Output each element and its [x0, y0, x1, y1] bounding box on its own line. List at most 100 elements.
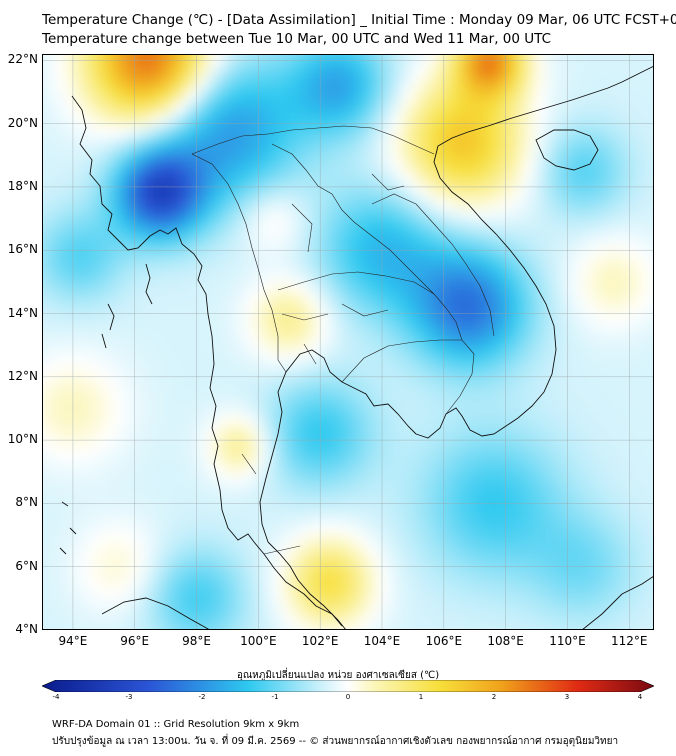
field-cell	[630, 78, 643, 91]
field-cell	[186, 498, 199, 511]
field-cell	[270, 318, 283, 331]
field-cell	[426, 258, 439, 271]
field-cell	[90, 546, 103, 559]
field-cell	[390, 474, 403, 487]
field-cell	[258, 390, 271, 403]
field-cell	[342, 234, 355, 247]
field-cell	[294, 510, 307, 523]
field-cell	[342, 114, 355, 127]
field-cell	[270, 594, 283, 607]
field-cell	[354, 402, 367, 415]
field-cell	[474, 606, 487, 619]
field-cell	[246, 438, 259, 451]
field-cell	[222, 90, 235, 103]
field-cell	[246, 186, 259, 199]
field-cell	[90, 162, 103, 175]
field-cell	[42, 246, 55, 259]
field-cell	[294, 522, 307, 535]
field-cell	[414, 174, 427, 187]
field-cell	[414, 78, 427, 91]
field-cell	[642, 186, 654, 199]
field-cell	[474, 534, 487, 547]
field-cell	[582, 270, 595, 283]
field-cell	[546, 138, 559, 151]
field-cell	[642, 282, 654, 295]
field-cell	[330, 462, 343, 475]
field-cell	[282, 462, 295, 475]
field-cell	[150, 222, 163, 235]
field-cell	[606, 198, 619, 211]
field-cell	[150, 150, 163, 163]
field-cell	[318, 66, 331, 79]
field-cell	[366, 354, 379, 367]
temperature-change-map[interactable]	[42, 54, 654, 630]
field-cell	[618, 126, 631, 139]
field-cell	[138, 606, 151, 619]
field-cell	[402, 210, 415, 223]
field-cell	[342, 198, 355, 211]
field-cell	[294, 282, 307, 295]
field-cell	[330, 414, 343, 427]
field-cell	[498, 150, 511, 163]
field-cell	[198, 546, 211, 559]
field-cell	[246, 78, 259, 91]
field-cell	[138, 498, 151, 511]
field-cell	[102, 354, 115, 367]
field-cell	[642, 414, 654, 427]
field-cell	[630, 366, 643, 379]
field-cell	[234, 606, 247, 619]
field-cell	[150, 306, 163, 319]
field-cell	[306, 102, 319, 115]
field-cell	[390, 426, 403, 439]
field-cell	[90, 258, 103, 271]
field-cell	[522, 234, 535, 247]
field-cell	[162, 486, 175, 499]
field-cell	[306, 474, 319, 487]
field-cell	[558, 474, 571, 487]
field-cell	[498, 402, 511, 415]
field-cell	[258, 522, 271, 535]
field-cell	[450, 510, 463, 523]
field-cell	[474, 570, 487, 583]
field-cell	[402, 438, 415, 451]
field-cell	[510, 234, 523, 247]
field-cell	[546, 114, 559, 127]
field-cell	[342, 78, 355, 91]
field-cell	[522, 594, 535, 607]
field-cell	[462, 450, 475, 463]
field-cell	[510, 522, 523, 535]
field-cell	[258, 186, 271, 199]
field-cell	[306, 186, 319, 199]
field-cell	[150, 582, 163, 595]
field-cell	[198, 474, 211, 487]
field-cell	[162, 66, 175, 79]
field-cell	[282, 354, 295, 367]
lon-label: 96°E	[120, 634, 150, 648]
field-cell	[402, 270, 415, 283]
field-cell	[546, 318, 559, 331]
lon-label: 104°E	[363, 634, 401, 648]
field-cell	[126, 390, 139, 403]
field-cell	[162, 282, 175, 295]
field-cell	[318, 570, 331, 583]
field-cell	[102, 486, 115, 499]
field-cell	[558, 450, 571, 463]
lat-label: 10°N	[7, 432, 38, 447]
field-cell	[90, 246, 103, 259]
field-cell	[378, 90, 391, 103]
field-cell	[390, 402, 403, 415]
field-cell	[162, 258, 175, 271]
field-cell	[618, 222, 631, 235]
field-cell	[438, 174, 451, 187]
field-cell	[618, 486, 631, 499]
field-cell	[522, 534, 535, 547]
field-cell	[318, 294, 331, 307]
field-cell	[630, 534, 643, 547]
field-cell	[510, 390, 523, 403]
field-cell	[126, 498, 139, 511]
field-cell	[546, 258, 559, 271]
field-cell	[570, 222, 583, 235]
field-cell	[498, 366, 511, 379]
field-cell	[78, 66, 91, 79]
field-cell	[366, 390, 379, 403]
